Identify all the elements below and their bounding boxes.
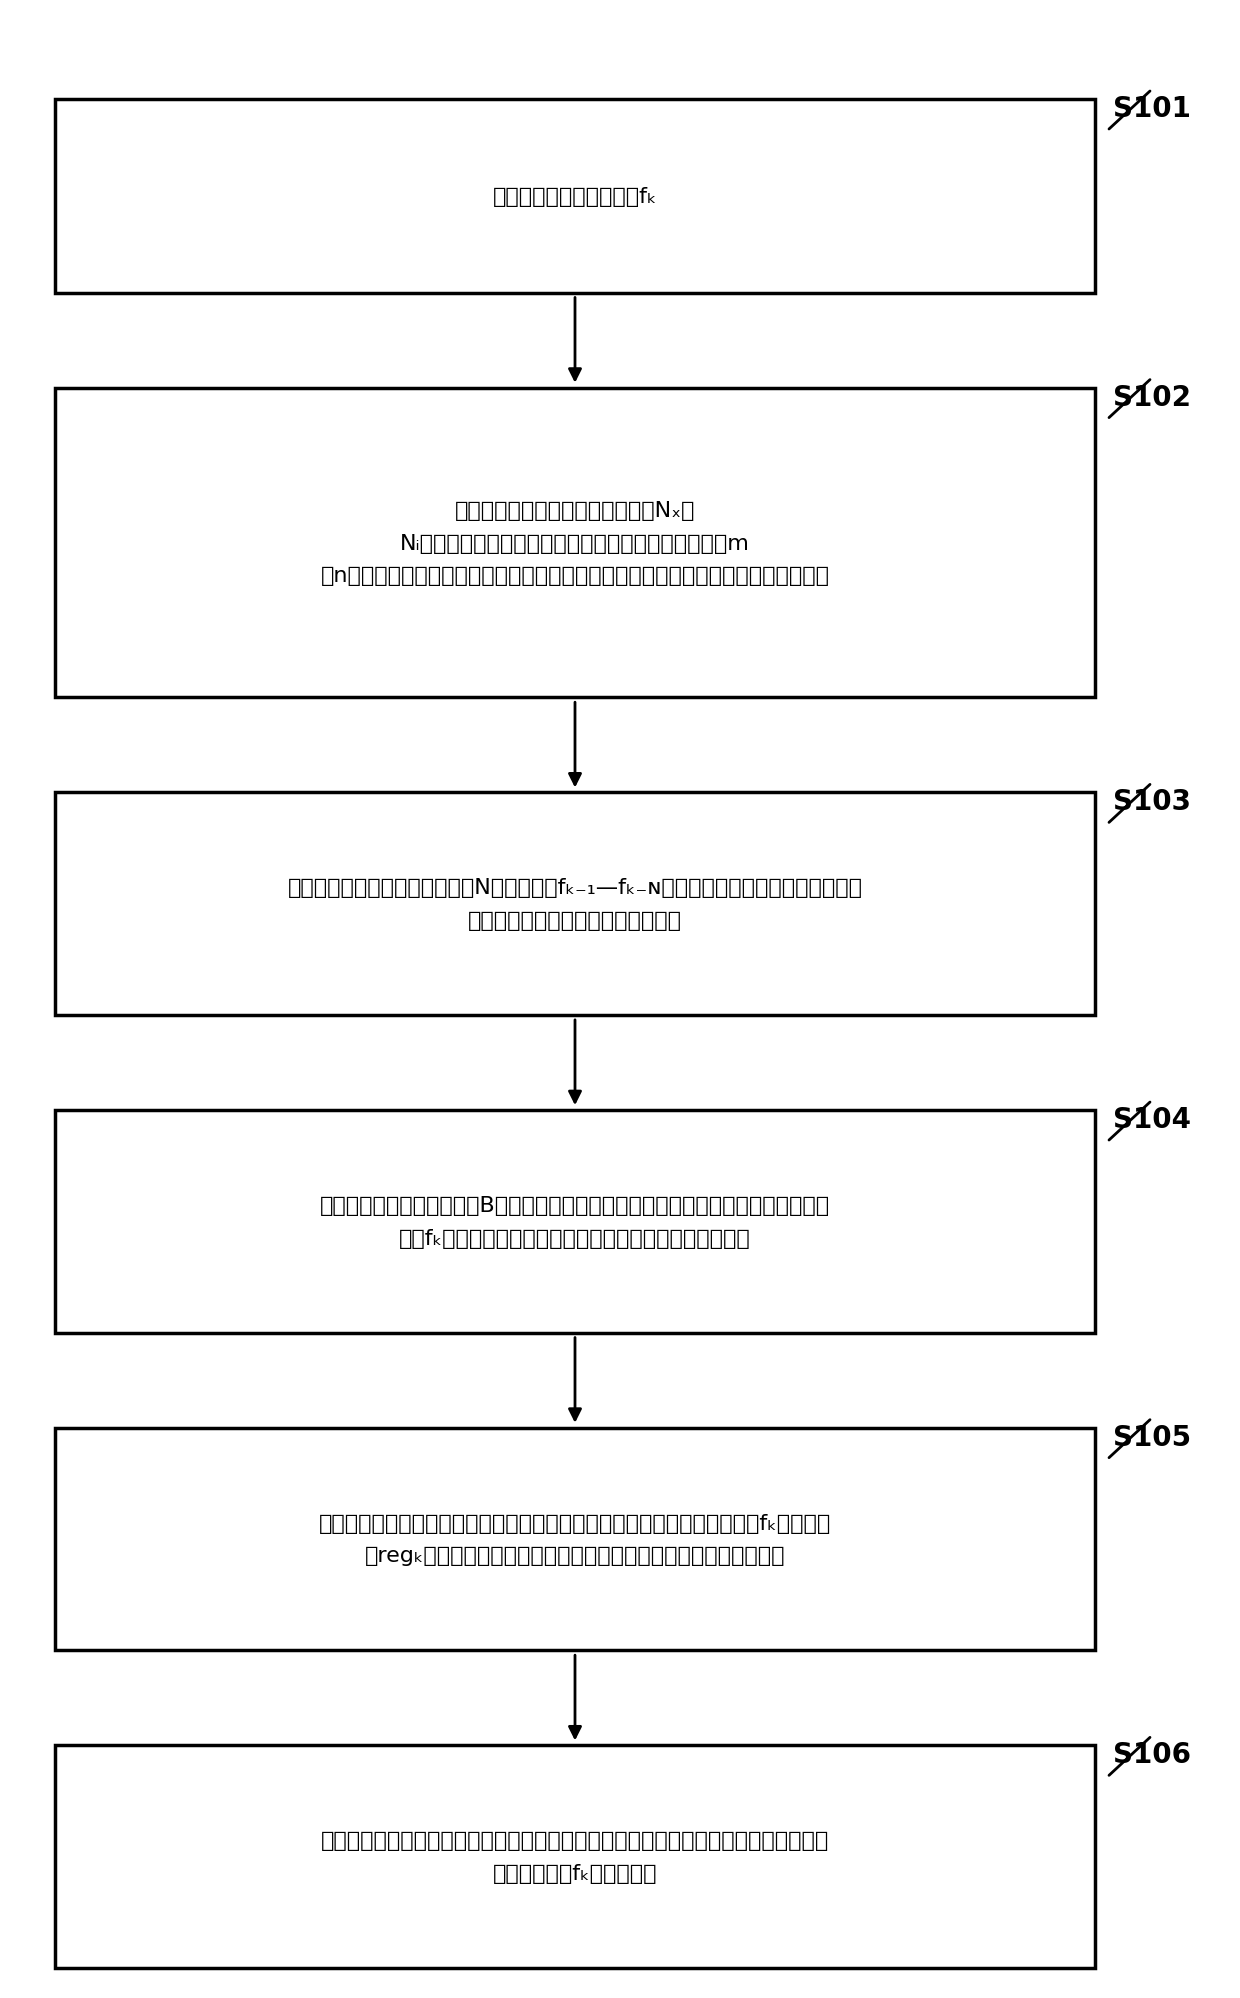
Text: 对所述运动矢量进行非均匀B样条插值，并根据插值后的运动矢量变换当前待处理湍流
图像fₖ中每个像素的位置，得到相对于参考图像的相对坐标: 对所述运动矢量进行非均匀B样条插值，并根据插值后的运动矢量变换当前待处理湍流 图… <box>320 1195 830 1249</box>
Text: 对所述融合图像进行空域滤波处理、直方图均衡处理和边缘增强处理，得到所述当前待
处理湍流图像fₖ的复原图像: 对所述融合图像进行空域滤波处理、直方图均衡处理和边缘增强处理，得到所述当前待 处… <box>321 1830 830 1884</box>
Bar <box>55 1111 1095 1333</box>
Bar <box>55 1429 1095 1650</box>
Bar <box>55 793 1095 1015</box>
Text: S101: S101 <box>1114 96 1190 124</box>
Bar <box>55 100 1095 294</box>
Text: 获取当前待处理湍流图像fₖ: 获取当前待处理湍流图像fₖ <box>492 186 657 206</box>
Text: S106: S106 <box>1114 1740 1190 1768</box>
Bar <box>55 388 1095 697</box>
Text: 将所述当前待处理湍流图像划分为Nₓ乘
Nᵢ个一级子区域，将画面复杂度高的一级子区域划分为m
乘n个二级子区域，并选择所述一级子区域和二级子区域内特征最明显的点作: 将所述当前待处理湍流图像划分为Nₓ乘 Nᵢ个一级子区域，将画面复杂度高的一级子区… <box>320 500 830 585</box>
Text: S104: S104 <box>1114 1105 1190 1133</box>
Text: S102: S102 <box>1114 384 1190 412</box>
Text: 将所述相对坐标进行基于亚像素插值的运动补偿，得到当前待处理湍流图像fₖ的配准图
像regₖ，并将所述配准图像与场景图像进行叠加融合，得到融合图像: 将所述相对坐标进行基于亚像素插值的运动补偿，得到当前待处理湍流图像fₖ的配准图 … <box>319 1512 831 1566</box>
Text: 将所述当前待处理湍流图像的前N帧原始图像fₖ₋₁—fₖ₋ɴ进行平均，得到参考图像，并根据
光流法计算各所述配准点的运动矢量: 将所述当前待处理湍流图像的前N帧原始图像fₖ₋₁—fₖ₋ɴ进行平均，得到参考图像… <box>288 877 863 931</box>
Text: S103: S103 <box>1114 787 1190 815</box>
Text: S105: S105 <box>1114 1423 1192 1451</box>
Bar <box>55 1746 1095 1968</box>
